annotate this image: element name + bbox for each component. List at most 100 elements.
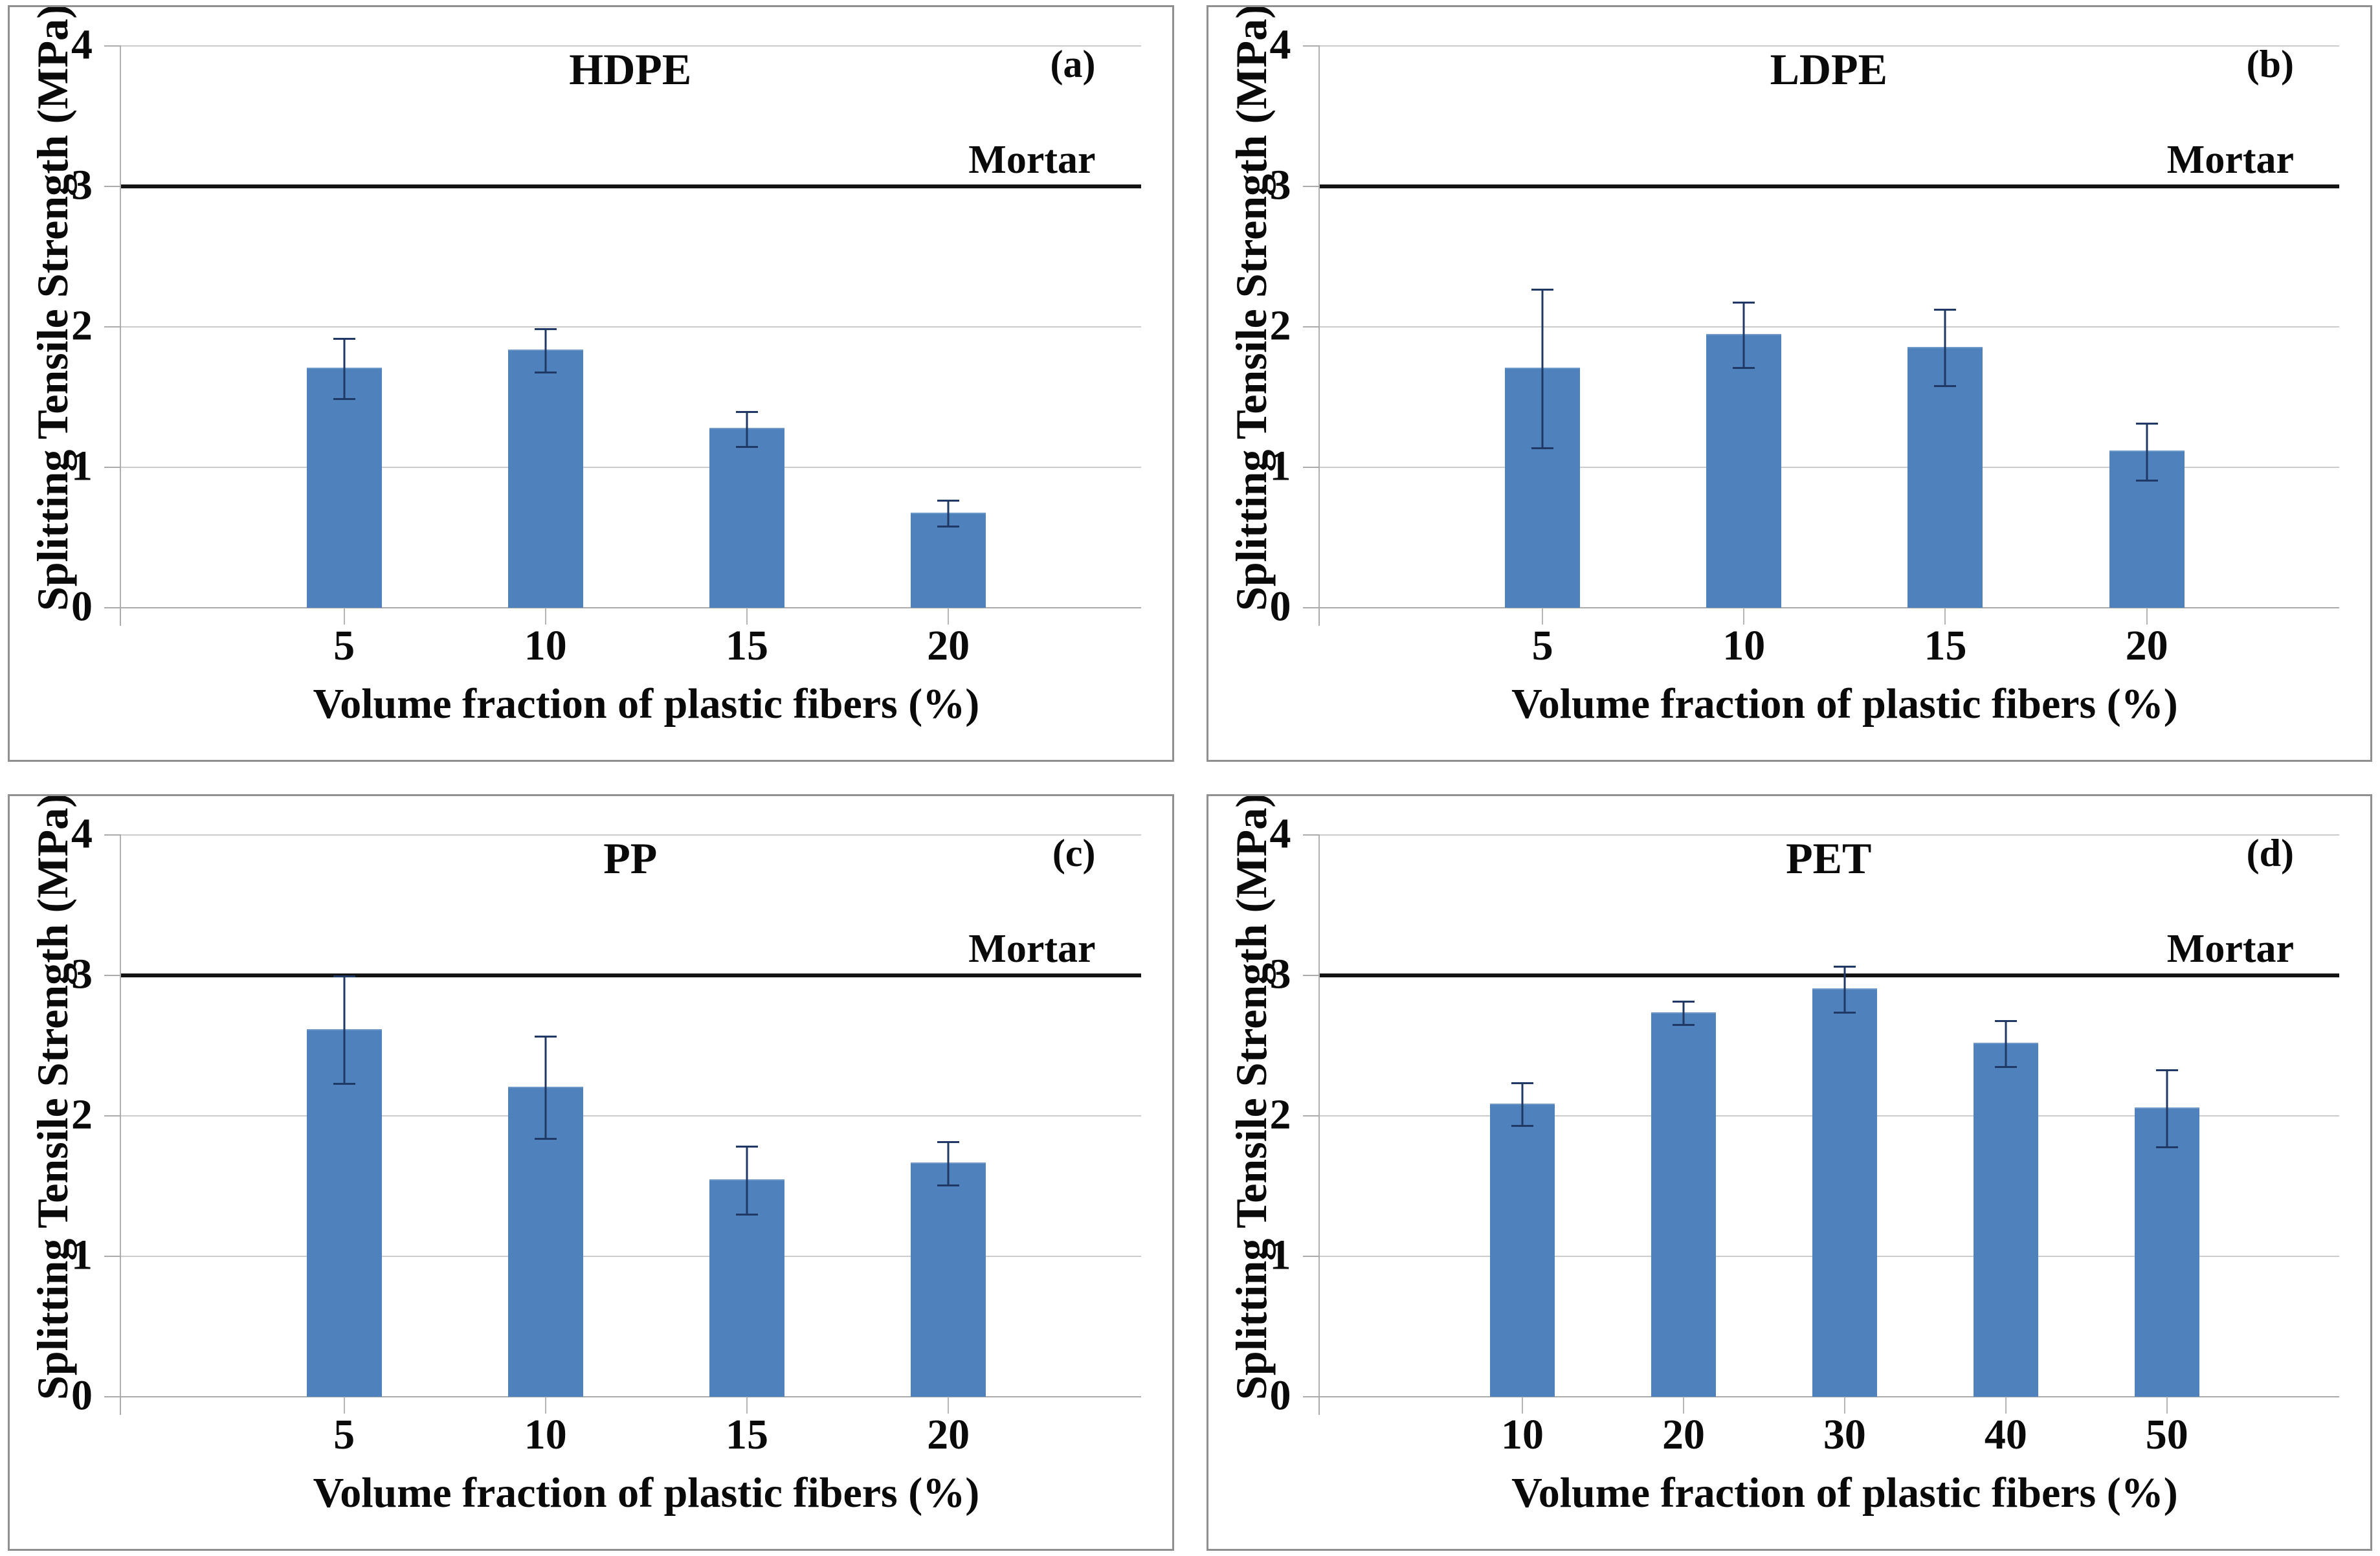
error-bar	[1672, 1001, 1695, 1027]
category-band	[646, 835, 847, 1414]
error-bar-cap-bottom	[2155, 1146, 2178, 1148]
x-tick	[1682, 1397, 1684, 1414]
bar	[1812, 988, 1877, 1397]
plot-area: Mortar Volume fraction of plastic fibers…	[1270, 23, 2339, 726]
error-bar	[937, 499, 960, 528]
x-tick	[544, 608, 546, 625]
error-bar-cap-bottom	[1833, 1011, 1856, 1014]
y-tick-label: 1	[71, 1231, 93, 1279]
category-band	[445, 835, 646, 1414]
error-bar-cap-bottom	[2135, 479, 2158, 482]
panel-letter: (a)	[1050, 43, 1096, 85]
error-bar-line	[1541, 289, 1544, 449]
error-bar-cap-top	[1833, 965, 1856, 968]
chart-title: LDPE	[1770, 45, 1887, 94]
y-tick-label: 0	[1269, 583, 1291, 630]
error-bar	[1733, 301, 1755, 370]
error-bar	[534, 328, 557, 373]
error-bar-cap-top	[735, 411, 758, 414]
x-tick-label: 15	[1924, 622, 1967, 669]
bar	[1973, 1043, 2038, 1397]
error-bar-line	[1843, 965, 1846, 1014]
error-bar-line	[1682, 1001, 1685, 1027]
y-tick-label: 4	[71, 21, 93, 69]
error-bar-cap-top	[1531, 289, 1554, 291]
x-tick-labels: 5 10 15 20	[243, 1414, 1049, 1456]
y-tick-label: 3	[1269, 950, 1291, 998]
y-tick	[1302, 1396, 1320, 1397]
x-tick	[2005, 1397, 2007, 1414]
bar	[306, 368, 382, 608]
category-band	[445, 46, 646, 625]
y-tick	[104, 186, 121, 187]
chart-panel-ldpe: Splitting Tensile Strength (MPa) LDPE (b…	[1206, 5, 2372, 762]
error-bar	[2135, 422, 2158, 482]
error-bar	[937, 1141, 960, 1186]
x-tick-label: 10	[1501, 1411, 1544, 1458]
x-tick-label: 10	[524, 1411, 567, 1458]
panel-letter: (b)	[2246, 43, 2294, 85]
chart-title: PP	[603, 834, 658, 883]
error-bar-cap-bottom	[1511, 1125, 1534, 1128]
error-bar	[333, 975, 355, 1085]
x-tick	[948, 1397, 950, 1414]
plot-area: Mortar Volume fraction of plastic fibers…	[71, 23, 1141, 726]
gridline	[1319, 326, 2339, 328]
error-bar-line	[1521, 1082, 1524, 1128]
bar	[2134, 1107, 2199, 1397]
y-tick	[104, 975, 121, 976]
error-bar-cap-bottom	[534, 1137, 557, 1140]
error-bar-line	[2166, 1069, 2168, 1148]
gridline	[1319, 467, 2339, 468]
error-bar-line	[343, 338, 346, 400]
x-tick	[746, 608, 748, 625]
gridline	[121, 467, 1141, 468]
chart-panel-hdpe: Splitting Tensile Strength (MPa) HDPE (a…	[8, 5, 1174, 762]
error-bar-cap-bottom	[937, 526, 960, 528]
x-axis-label: Volume fraction of plastic fibers (%)	[1511, 1469, 2178, 1517]
bar	[911, 1162, 986, 1397]
category-band	[2086, 835, 2247, 1414]
error-bar-cap-bottom	[1733, 367, 1755, 370]
y-tick	[1302, 326, 1320, 328]
y-tick-label: 4	[1269, 21, 1291, 69]
y-tick-label: 1	[1269, 1231, 1291, 1279]
error-bar-cap-top	[1511, 1082, 1534, 1084]
reference-line-label: Mortar	[2166, 927, 2294, 971]
category-band	[243, 46, 445, 625]
x-tick	[746, 1397, 748, 1414]
chart-panel-pet: Splitting Tensile Strength (MPa) PET (d)…	[1206, 794, 2372, 1551]
error-bar	[1934, 308, 1957, 388]
plot-area: Mortar Volume fraction of plastic fibers…	[71, 812, 1141, 1515]
x-tick	[2166, 1397, 2168, 1414]
error-bar	[735, 411, 758, 448]
error-bar-cap-bottom	[333, 397, 355, 400]
x-axis-line	[1319, 607, 2339, 608]
x-tick-label: 15	[725, 1411, 768, 1458]
error-bar-cap-bottom	[937, 1184, 960, 1186]
y-axis-end-tick	[1318, 1397, 1320, 1415]
y-tick	[1302, 467, 1320, 468]
gridline	[121, 326, 1141, 328]
gridline	[121, 1115, 1141, 1117]
x-tick-label: 10	[1722, 622, 1766, 669]
error-bar	[1994, 1020, 2017, 1069]
category-band	[2046, 46, 2247, 625]
y-axis-end-tick	[120, 608, 121, 626]
error-bar-line	[947, 1141, 950, 1186]
chart-title: HDPE	[569, 45, 692, 94]
x-tick-label: 5	[1531, 622, 1553, 669]
x-tick-label: 15	[725, 622, 768, 669]
y-tick-label: 3	[1269, 161, 1291, 209]
y-tick-label: 0	[71, 1372, 93, 1419]
y-axis-end-tick	[1318, 608, 1320, 626]
x-tick	[1743, 608, 1745, 625]
y-tick-label: 1	[71, 442, 93, 490]
x-axis-line	[121, 607, 1141, 608]
error-bar-cap-top	[2135, 422, 2158, 425]
error-bar-cap-top	[333, 338, 355, 340]
error-bar-cap-top	[534, 1036, 557, 1038]
error-bar-cap-top	[937, 1141, 960, 1144]
bar	[306, 1028, 382, 1397]
